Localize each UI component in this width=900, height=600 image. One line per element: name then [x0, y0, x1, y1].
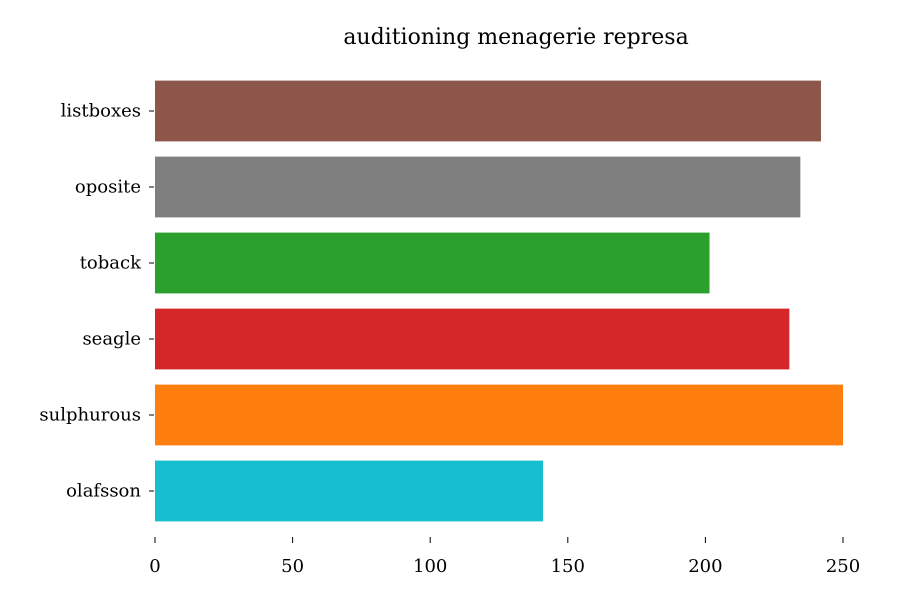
y-tick-label: oposite	[75, 177, 141, 198]
bar-olafsson	[155, 460, 544, 522]
y-tick-label: sulphurous	[39, 405, 141, 426]
x-tick-label: 100	[413, 556, 447, 577]
bars-group	[155, 80, 843, 522]
y-tick-label: toback	[80, 253, 142, 274]
y-tick-label: olafsson	[66, 481, 141, 502]
bar-listboxes	[155, 80, 821, 142]
y-tick-label: listboxes	[61, 101, 141, 122]
chart-title: auditioning menagerie represa	[343, 25, 688, 50]
y-axis: listboxes oposite toback seagle sulphurous ol…	[39, 101, 154, 502]
y-tick-label: seagle	[82, 329, 141, 350]
x-tick-label: 0	[149, 556, 160, 577]
bar-seagle	[155, 308, 790, 370]
x-axis: 0 50 100 150 200 250	[149, 537, 860, 577]
x-tick-label: 200	[688, 556, 722, 577]
bar-oposite	[155, 156, 801, 218]
x-tick-label: 50	[281, 556, 304, 577]
x-tick-label: 250	[826, 556, 860, 577]
x-tick-label: 150	[551, 556, 585, 577]
bar-sulphurous	[155, 384, 843, 446]
bar-toback	[155, 232, 710, 294]
